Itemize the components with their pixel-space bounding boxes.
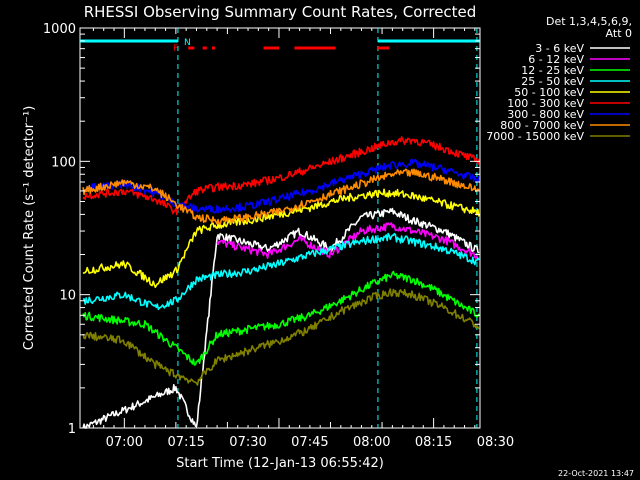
legend-label-0: 3 - 6 keV (535, 42, 584, 55)
y-tick-label-1: 10 (59, 289, 76, 304)
legend: Det 1,3,4,5,6,9, Att 0 (546, 15, 632, 40)
series-line-0 (82, 207, 480, 429)
x-tick-label-5: 08:15 (415, 435, 452, 450)
legend-label-6: 300 - 800 keV (507, 108, 584, 121)
x-tick-label-6: 08:30 (477, 435, 514, 450)
x-tick-label-4: 08:00 (353, 435, 390, 450)
y-tick-label-3: 1000 (43, 22, 76, 37)
series-line-3 (82, 232, 480, 311)
generated-timestamp: 22-Oct-2021 13:47 (558, 469, 634, 478)
y-axis-label: Corrected Count Rate (s⁻¹ detector⁻¹) (22, 106, 37, 351)
y-tick-label-0: 1 (68, 422, 76, 437)
legend-label-3: 25 - 50 keV (521, 75, 584, 88)
x-tick-label-2: 07:30 (229, 435, 266, 450)
series-line-2 (82, 270, 480, 366)
x-tick-label-0: 07:00 (106, 435, 143, 450)
legend-header-line-2: Att 0 (606, 27, 632, 40)
chart-title: RHESSI Observing Summary Count Rates, Co… (84, 3, 477, 21)
x-tick-label-3: 07:45 (291, 435, 328, 450)
legend-label-7: 800 - 7000 keV (500, 119, 584, 132)
flare-flag-label: F (173, 44, 178, 54)
axes: 1 10 100 1000 07:00 07:15 07:30 07:45 08:00 08:15… (43, 22, 514, 450)
x-tick-label-1: 07:15 (167, 435, 204, 450)
x-axis-label: Start Time (12-Jan-13 06:55:42) (176, 456, 384, 471)
legend-label-1: 6 - 12 keV (528, 53, 584, 66)
y-tick-label-2: 100 (51, 155, 76, 170)
flag-layer: NF (80, 28, 480, 428)
series-line-5 (82, 136, 480, 216)
legend-label-2: 12 - 25 keV (521, 64, 584, 77)
plot-frame (79, 27, 481, 429)
legend-label-5: 100 - 300 keV (507, 97, 584, 110)
series-line-6 (82, 158, 480, 214)
legend-label-8: 7000 - 15000 keV (486, 130, 584, 143)
legend-label-4: 50 - 100 keV (514, 86, 584, 99)
series-line-8 (82, 288, 480, 386)
series-line-7 (82, 168, 480, 225)
saa-flag-label: N (184, 38, 191, 48)
legend-header-line-1: Det 1,3,4,5,6,9, (546, 15, 632, 28)
series-line-1 (216, 222, 480, 261)
series-line-4 (82, 188, 480, 288)
